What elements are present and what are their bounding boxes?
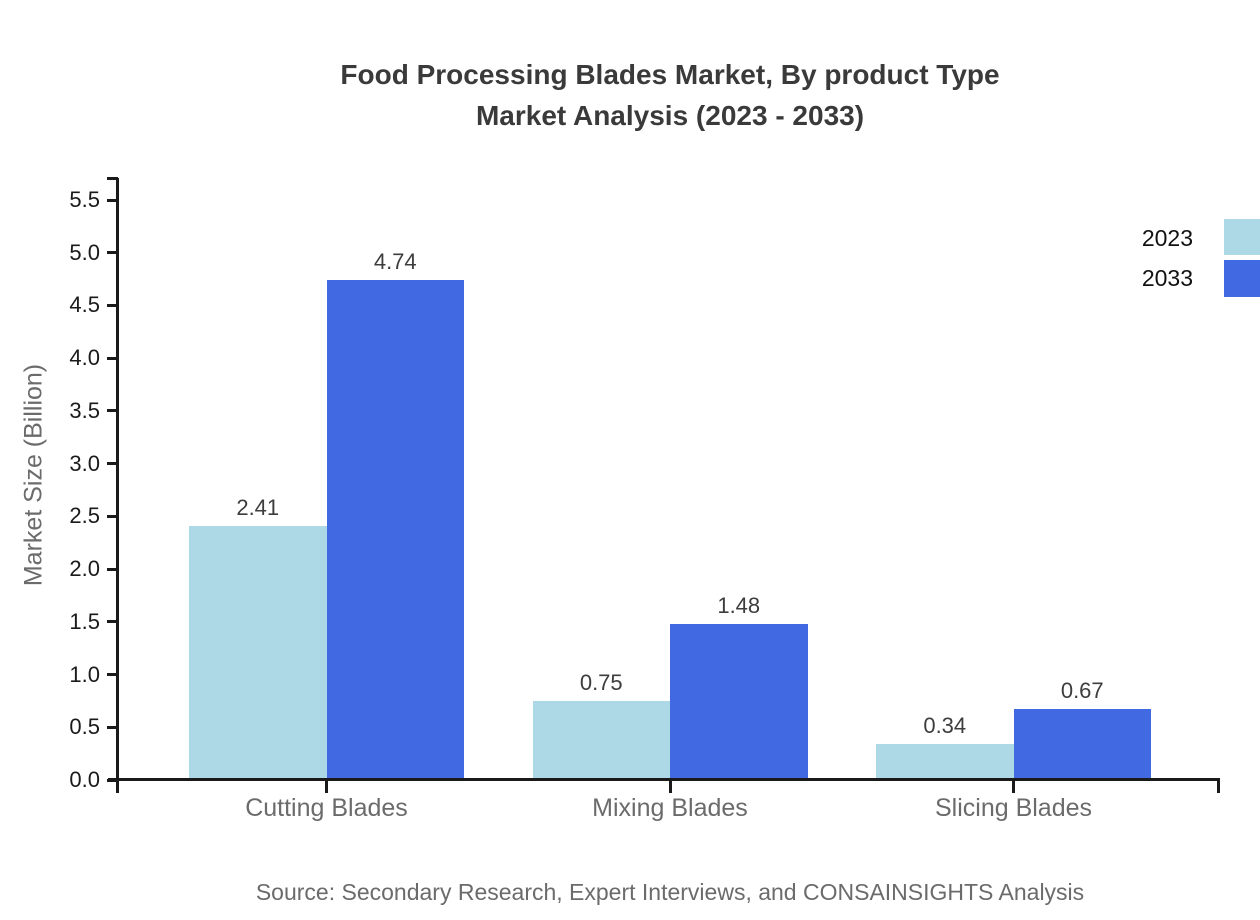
- x-category-label: Cutting Blades: [245, 794, 408, 822]
- bar-2033-cutting-blades: [326, 280, 464, 781]
- legend-label-2033: 2033: [1141, 265, 1193, 291]
- bar-value-label: 0.75: [579, 669, 623, 695]
- y-tick-mark: [107, 778, 118, 782]
- x-category-label: Slicing Blades: [934, 794, 1093, 822]
- y-tick-mark: [107, 725, 118, 729]
- y-tick-label: 0.5: [69, 714, 100, 740]
- bar-value-label: 4.74: [373, 249, 417, 275]
- y-tick-label: 2.0: [69, 556, 100, 582]
- y-tick-label: 3.0: [69, 450, 100, 476]
- y-tick-label: 5.5: [69, 187, 100, 212]
- bar-value-label: 1.48: [717, 592, 761, 618]
- chart-title-line-1: Food Processing Blades Market, By produc…: [340, 59, 1000, 90]
- y-axis-line: [116, 178, 119, 793]
- chart-title-line-2: Market Analysis (2023 - 2033): [475, 100, 865, 131]
- bar-value-label: 0.67: [1060, 678, 1104, 704]
- bar-2033-mixing-blades: [670, 623, 808, 781]
- y-tick-label: 5.0: [69, 239, 100, 265]
- x-tick-mark: [325, 780, 328, 793]
- y-tick-mark: [107, 409, 118, 413]
- legend-label-2023: 2023: [1141, 225, 1193, 251]
- bar-2033-slicing-blades: [1013, 709, 1151, 781]
- bar-value-label: 0.34: [923, 713, 967, 739]
- y-tick-mark: [107, 567, 118, 571]
- y-tick-mark: [107, 198, 118, 202]
- y-tick-label: 0.0: [69, 767, 100, 792]
- x-axis-end-tick: [1217, 780, 1220, 793]
- y-tick-mark: [107, 514, 118, 518]
- bar-2023-slicing-blades: [876, 744, 1014, 781]
- chart-title: Food Processing Blades Market, By produc…: [80, 54, 1260, 136]
- x-axis-line: [108, 778, 1220, 781]
- y-tick-mark: [107, 303, 118, 307]
- y-tick-label: 1.5: [69, 608, 100, 634]
- y-tick-mark: [107, 620, 118, 624]
- bar-2023-mixing-blades: [532, 700, 670, 781]
- source-text: Source: Secondary Research, Expert Inter…: [255, 879, 1085, 905]
- y-tick-mark: [107, 462, 118, 466]
- y-tick-label: 4.5: [69, 292, 100, 318]
- y-tick-label: 1.0: [69, 661, 100, 687]
- bar-value-label: 2.41: [236, 494, 280, 520]
- x-category-label: Mixing Blades: [592, 794, 748, 822]
- x-tick-mark: [668, 780, 672, 793]
- x-tick-mark: [1012, 780, 1015, 793]
- legend-swatch-2033: [1224, 260, 1260, 297]
- y-axis-end-tick: [107, 177, 118, 180]
- y-tick-label: 2.5: [69, 503, 100, 529]
- y-tick-mark: [107, 673, 118, 677]
- bar-2023-cutting-blades: [189, 525, 327, 781]
- y-tick-label: 3.5: [69, 397, 100, 423]
- legend-swatch-2023: [1224, 219, 1260, 255]
- y-tick-label: 4.0: [69, 345, 100, 371]
- y-tick-mark: [107, 251, 118, 255]
- y-tick-mark: [107, 356, 118, 360]
